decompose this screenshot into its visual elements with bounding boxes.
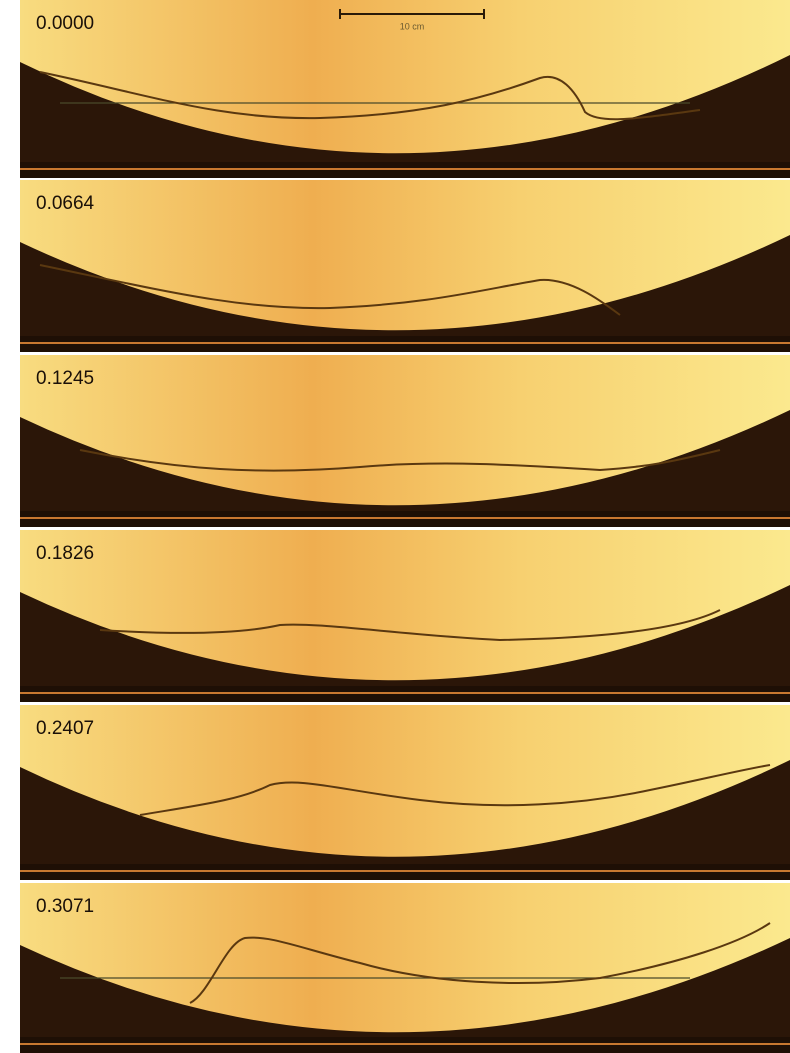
frame: 0.1245 (20, 355, 790, 527)
time-label: 0.3071 (36, 896, 94, 917)
dark-region (20, 585, 790, 702)
wave-profile (39, 71, 701, 121)
time-label: 0.1826 (36, 543, 94, 564)
wave-profile (189, 922, 771, 1004)
wave-profile (79, 449, 721, 472)
wave-profile (139, 764, 771, 816)
dark-region (20, 55, 790, 178)
time-label: 0.0000 (36, 13, 94, 34)
dark-region (20, 938, 790, 1053)
time-label: 0.2407 (36, 718, 94, 739)
wave-profile (39, 264, 621, 316)
frame: 0.0664 (20, 180, 790, 352)
dark-region (20, 235, 790, 352)
dark-region (20, 760, 790, 880)
scale-bar-label: 10 cm (400, 21, 425, 31)
dark-region (20, 410, 790, 527)
frame: 0.2407 (20, 705, 790, 880)
time-label: 0.1245 (36, 368, 94, 389)
wave-profile (99, 609, 721, 642)
frame: 0.3071 (20, 883, 790, 1053)
frame: 0.0000 (20, 0, 790, 178)
frame: 0.1826 (20, 530, 790, 702)
time-label: 0.0664 (36, 193, 95, 214)
